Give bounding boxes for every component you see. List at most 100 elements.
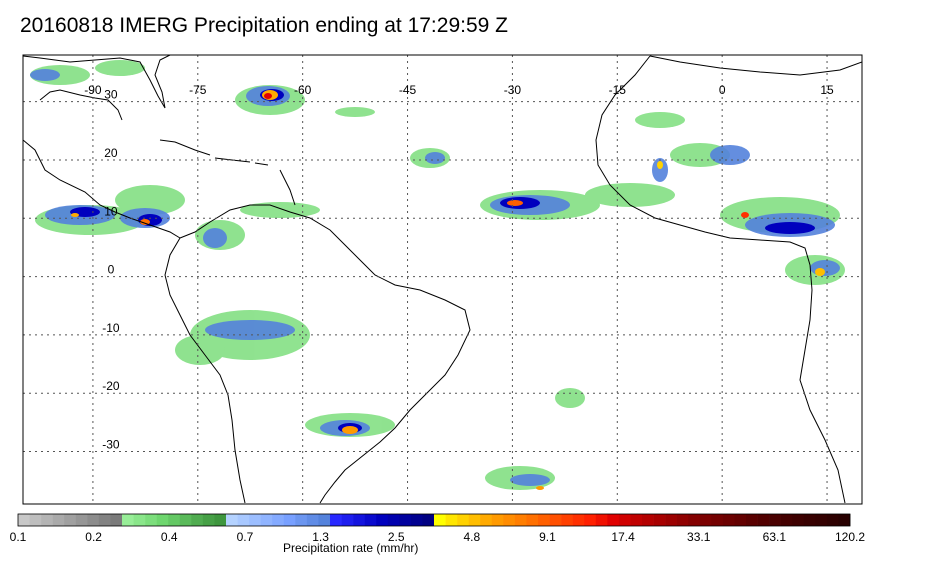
- colorbar-swatch: [168, 514, 181, 526]
- colorbar-swatch: [792, 514, 805, 526]
- colorbar-swatch: [98, 514, 111, 526]
- longitude-label: 0: [719, 83, 726, 97]
- colorbar-swatch: [538, 514, 550, 526]
- colorbar-swatch: [156, 514, 169, 526]
- graticule: [23, 55, 862, 504]
- colorbar-swatch: [468, 514, 481, 526]
- colorbar-swatch: [815, 514, 828, 526]
- colorbar-swatch: [665, 514, 677, 526]
- colorbar-swatch: [618, 514, 631, 526]
- colorbar-swatch: [237, 514, 250, 526]
- longitude-label: 15: [820, 83, 834, 97]
- colorbar-swatch: [780, 514, 793, 526]
- latitude-label: -20: [102, 379, 120, 393]
- colorbar-swatch: [457, 514, 469, 526]
- colorbar-swatch: [376, 514, 389, 526]
- colorbar-swatch: [87, 514, 100, 526]
- colorbar-swatch: [503, 514, 516, 526]
- colorbar-swatch: [688, 514, 701, 526]
- colorbar-tick-label: 33.1: [687, 530, 711, 544]
- colorbar-swatch: [699, 514, 712, 526]
- longitude-label: -45: [399, 83, 417, 97]
- colorbar-tick-label: 4.8: [463, 530, 480, 544]
- colorbar-swatch: [64, 514, 77, 526]
- colorbar-swatch: [18, 514, 30, 526]
- colorbar-swatch: [249, 514, 261, 526]
- colorbar-swatch: [341, 514, 354, 526]
- colorbar-swatch: [653, 514, 666, 526]
- colorbar-swatch: [480, 514, 493, 526]
- colorbar-swatch: [330, 514, 342, 526]
- colorbar-swatch: [29, 514, 42, 526]
- colorbar-swatch: [52, 514, 65, 526]
- colorbar-swatch: [561, 514, 573, 526]
- colorbar-swatch: [434, 514, 446, 526]
- colorbar-swatch: [295, 514, 308, 526]
- colorbar-swatch: [826, 514, 839, 526]
- colorbar-tick-label: 63.1: [763, 530, 787, 544]
- longitude-labels: -90 -75 -60 -45 -30 -15 0 15: [84, 83, 834, 97]
- colorbar-tick-label: 17.4: [611, 530, 635, 544]
- colorbar-tick-label: 9.1: [539, 530, 556, 544]
- colorbar-swatch: [572, 514, 585, 526]
- colorbar-caption: Precipitation rate (mm/hr): [283, 541, 419, 555]
- colorbar-swatch: [584, 514, 597, 526]
- colorbar-swatch: [734, 514, 747, 526]
- colorbar-swatch: [75, 514, 88, 526]
- colorbar-swatch: [202, 514, 215, 526]
- longitude-label: -30: [504, 83, 522, 97]
- colorbar-swatch: [757, 514, 770, 526]
- latitude-label: 10: [104, 204, 118, 218]
- colorbar-swatch: [838, 514, 851, 526]
- latitude-label: -30: [102, 438, 120, 452]
- colorbar: [17, 513, 851, 527]
- colorbar-tick-labels: 0.1 0.2 0.4 0.7 1.3 2.5 4.8 9.1 17.4 33.1 63.1 120.…: [10, 530, 866, 544]
- colorbar-swatch: [364, 514, 377, 526]
- colorbar-tick-label: 120.2: [835, 530, 865, 544]
- longitude-label: -75: [189, 83, 207, 97]
- colorbar-tick-label: 0.1: [10, 530, 27, 544]
- colorbar-tick-label: 0.2: [85, 530, 102, 544]
- colorbar-swatch: [214, 514, 227, 526]
- colorbar-swatch: [122, 514, 134, 526]
- latitude-label: -10: [102, 321, 120, 335]
- colorbar-swatch: [676, 514, 689, 526]
- colorbar-swatch: [630, 514, 643, 526]
- colorbar-swatch: [272, 514, 285, 526]
- colorbar-swatch: [306, 514, 319, 526]
- longitude-label: -15: [609, 83, 627, 97]
- colorbar-swatch: [491, 514, 504, 526]
- colorbar-swatch: [387, 514, 400, 526]
- colorbar-swatch: [41, 514, 53, 526]
- coastlines: [23, 55, 862, 504]
- colorbar-frame: [17, 513, 851, 527]
- colorbar-tick-label: 0.4: [161, 530, 178, 544]
- colorbar-swatch: [445, 514, 458, 526]
- colorbar-swatch: [226, 514, 238, 526]
- colorbar-swatch: [526, 514, 539, 526]
- colorbar-swatch: [595, 514, 608, 526]
- colorbar-swatch: [353, 514, 365, 526]
- colorbar-swatch: [746, 514, 758, 526]
- map-title: 20160818 IMERG Precipitation ending at 1…: [20, 14, 508, 37]
- precipitation-field: [30, 60, 845, 490]
- colorbar-swatch: [179, 514, 192, 526]
- latitude-label: 30: [104, 88, 118, 102]
- colorbar-swatch: [399, 514, 412, 526]
- colorbar-swatch: [803, 514, 816, 526]
- colorbar-swatch: [191, 514, 204, 526]
- colorbar-swatch: [110, 514, 123, 526]
- colorbar-swatch: [283, 514, 296, 526]
- colorbar-tick-label: 0.7: [237, 530, 254, 544]
- longitude-label: -90: [84, 83, 102, 97]
- map-frame: [22, 54, 863, 505]
- colorbar-swatch: [422, 514, 435, 526]
- colorbar-swatch: [769, 514, 781, 526]
- latitude-label: 20: [104, 146, 118, 160]
- colorbar-swatch: [722, 514, 735, 526]
- colorbar-swatch: [260, 514, 273, 526]
- colorbar-tick-label: 2.5: [388, 530, 405, 544]
- colorbar-swatch: [318, 514, 331, 526]
- colorbar-swatch: [133, 514, 146, 526]
